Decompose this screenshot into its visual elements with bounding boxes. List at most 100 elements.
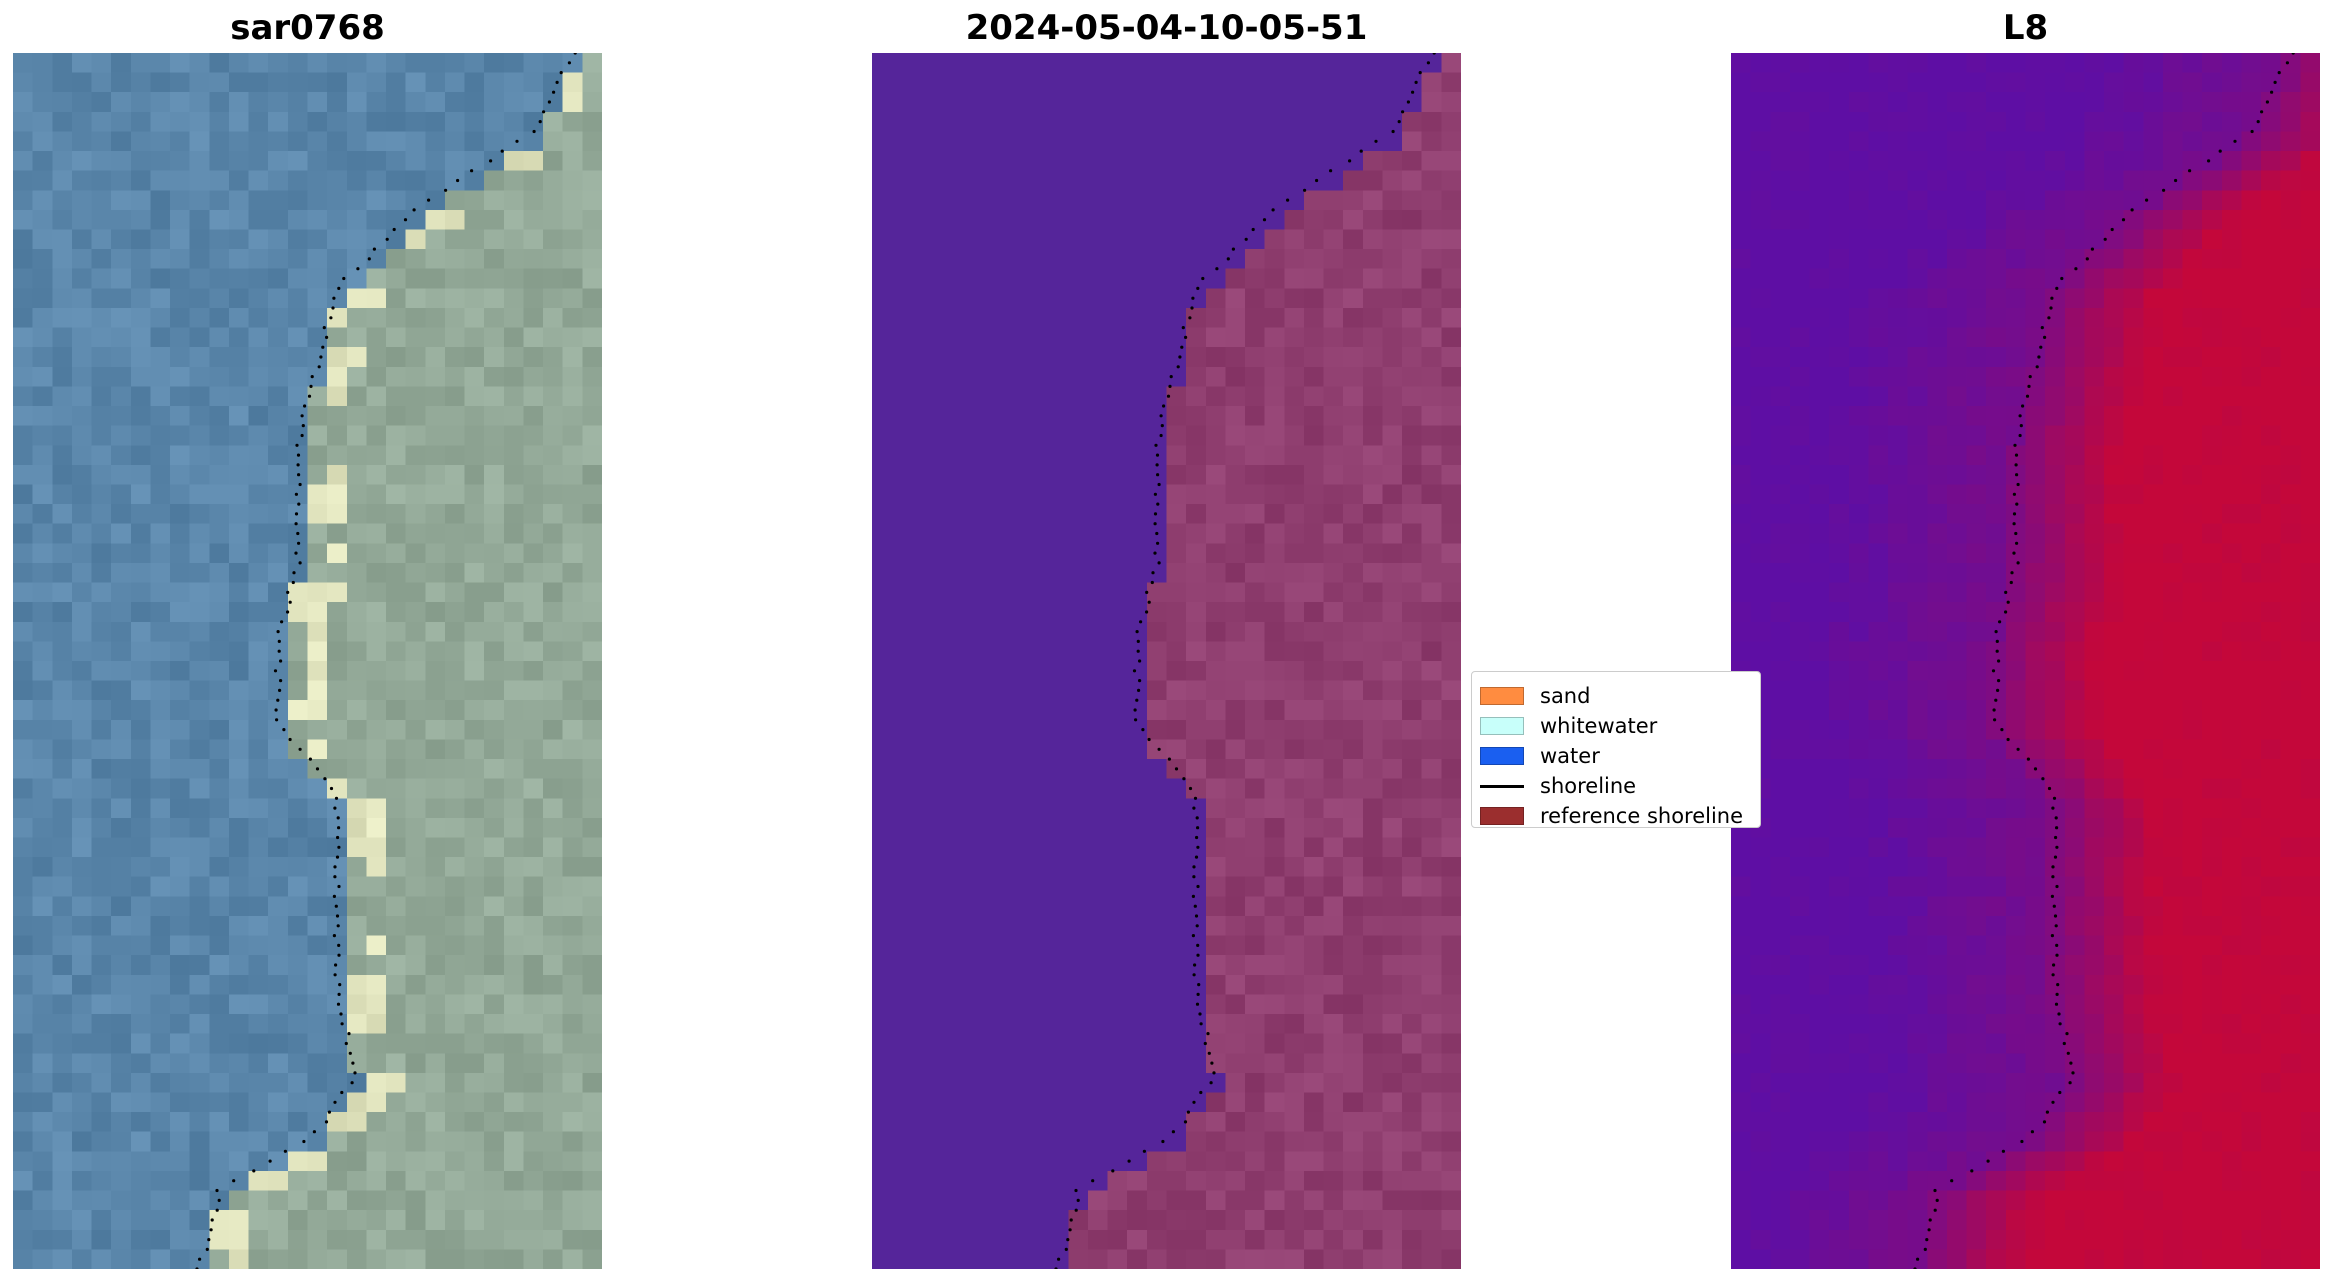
shoreline-dot bbox=[1209, 1081, 1213, 1085]
shoreline-dot bbox=[2030, 1130, 2034, 1134]
shoreline-dot bbox=[332, 296, 336, 300]
shoreline-dot bbox=[1153, 492, 1157, 496]
shoreline-dot bbox=[1916, 1257, 1920, 1261]
shoreline-dot bbox=[1196, 845, 1200, 849]
shoreline-dot bbox=[282, 728, 286, 732]
shoreline-dot bbox=[1970, 1169, 1974, 1173]
shoreline-dot bbox=[323, 777, 327, 781]
legend-label: whitewater bbox=[1540, 714, 1658, 738]
shoreline-dot bbox=[1135, 630, 1139, 634]
shoreline-dot bbox=[1933, 1208, 1937, 1212]
shoreline-dot bbox=[2047, 316, 2051, 320]
shoreline-dot bbox=[1195, 816, 1199, 820]
shoreline-dot bbox=[2110, 227, 2114, 232]
shoreline-dot bbox=[276, 630, 280, 634]
shoreline-dot bbox=[1401, 110, 1405, 114]
shoreline-dot bbox=[1151, 571, 1155, 575]
shoreline-dot bbox=[1074, 1208, 1078, 1212]
shoreline-dot bbox=[275, 718, 279, 722]
shoreline-dot bbox=[2039, 345, 2043, 349]
shoreline-dot bbox=[2052, 963, 2056, 967]
shoreline-dot bbox=[329, 786, 334, 791]
shoreline-dot bbox=[1995, 649, 1999, 653]
shoreline-dot bbox=[1159, 414, 1163, 418]
shoreline-dot bbox=[280, 620, 284, 624]
shoreline-dot bbox=[1068, 1228, 1072, 1232]
shoreline-dot bbox=[332, 894, 336, 899]
shoreline-dot bbox=[298, 482, 302, 487]
shoreline-dot bbox=[1359, 149, 1363, 153]
shoreline-dot bbox=[1193, 796, 1198, 800]
shoreline-dot bbox=[412, 208, 416, 212]
shoreline-dot bbox=[2256, 120, 2260, 124]
shoreline-dot bbox=[1197, 983, 1201, 987]
shoreline-dot bbox=[1057, 1257, 1061, 1261]
shoreline-dot bbox=[283, 1149, 287, 1153]
shoreline-dot bbox=[2162, 188, 2166, 192]
shoreline-dot bbox=[296, 453, 301, 457]
shoreline-dot bbox=[555, 80, 559, 84]
shoreline-line-icon bbox=[1480, 784, 1524, 788]
shoreline-dot bbox=[1135, 698, 1139, 702]
shoreline-dot bbox=[2130, 208, 2134, 212]
shoreline-dot bbox=[1207, 1051, 1211, 1055]
shoreline-dot bbox=[1196, 286, 1200, 290]
shoreline-dot bbox=[353, 1071, 357, 1075]
shoreline-dot bbox=[310, 375, 314, 379]
shoreline-dot bbox=[559, 71, 563, 75]
shoreline-dot bbox=[337, 884, 341, 889]
shoreline-dot bbox=[1303, 188, 1307, 192]
shoreline-dot bbox=[1064, 1247, 1068, 1251]
shoreline-dot bbox=[1161, 1139, 1165, 1144]
shoreline-dot bbox=[336, 1002, 341, 1006]
shoreline-dot bbox=[1414, 80, 1418, 84]
shoreline-dot bbox=[1935, 1198, 1939, 1202]
shoreline-dot bbox=[2016, 747, 2020, 751]
shoreline-dot bbox=[309, 384, 313, 388]
shoreline-dot bbox=[1153, 551, 1157, 555]
shoreline-dot bbox=[1231, 247, 1235, 251]
shoreline-dot bbox=[2033, 767, 2038, 771]
shoreline-dot bbox=[298, 561, 302, 565]
shoreline-dot bbox=[489, 159, 493, 163]
shoreline-dot bbox=[278, 688, 282, 693]
shoreline-dot bbox=[470, 169, 474, 173]
shoreline-dot bbox=[334, 963, 338, 967]
shoreline-dot bbox=[2040, 326, 2044, 330]
shoreline-dot bbox=[2006, 600, 2010, 604]
shoreline-dot bbox=[2050, 296, 2054, 300]
shoreline-dot bbox=[1193, 963, 1197, 967]
shoreline-dot bbox=[1262, 218, 1267, 222]
shoreline-dot bbox=[1180, 345, 1184, 349]
shoreline-dot bbox=[2057, 1012, 2061, 1016]
shoreline-dot bbox=[1950, 1179, 1954, 1183]
shoreline-dot bbox=[2291, 53, 2295, 55]
shoreline-dot bbox=[1193, 904, 1197, 908]
shoreline-dot bbox=[286, 610, 290, 614]
shoreline-dot bbox=[1136, 639, 1140, 644]
shoreline-dot bbox=[2012, 522, 2016, 526]
shoreline-dot bbox=[2052, 904, 2056, 908]
shoreline-dot bbox=[333, 806, 337, 810]
shoreline-dot bbox=[1138, 679, 1142, 683]
shoreline-dot bbox=[1923, 1247, 1927, 1251]
legend-item-shoreline: shoreline bbox=[1480, 771, 1636, 801]
shoreline-dot bbox=[1142, 1149, 1146, 1153]
shoreline-dot bbox=[336, 924, 340, 928]
shoreline-dot bbox=[333, 1100, 337, 1104]
shoreline-dot bbox=[2270, 90, 2274, 94]
shoreline-dot bbox=[2014, 453, 2019, 457]
whitewater-swatch bbox=[1480, 717, 1524, 735]
shoreline-dot bbox=[337, 953, 341, 957]
shoreline-dot bbox=[1986, 1159, 1990, 1163]
shoreline-dot bbox=[2050, 934, 2054, 938]
shoreline-dot bbox=[2045, 1110, 2049, 1114]
shoreline-dot bbox=[542, 110, 546, 114]
shoreline-dot bbox=[2053, 914, 2058, 918]
shoreline-dot bbox=[1168, 384, 1172, 388]
shoreline-dot bbox=[279, 679, 283, 683]
shoreline-dot bbox=[333, 973, 337, 977]
rgb-image-panel bbox=[13, 53, 602, 1269]
shoreline-dot bbox=[297, 473, 301, 477]
shoreline-dot bbox=[392, 227, 396, 232]
